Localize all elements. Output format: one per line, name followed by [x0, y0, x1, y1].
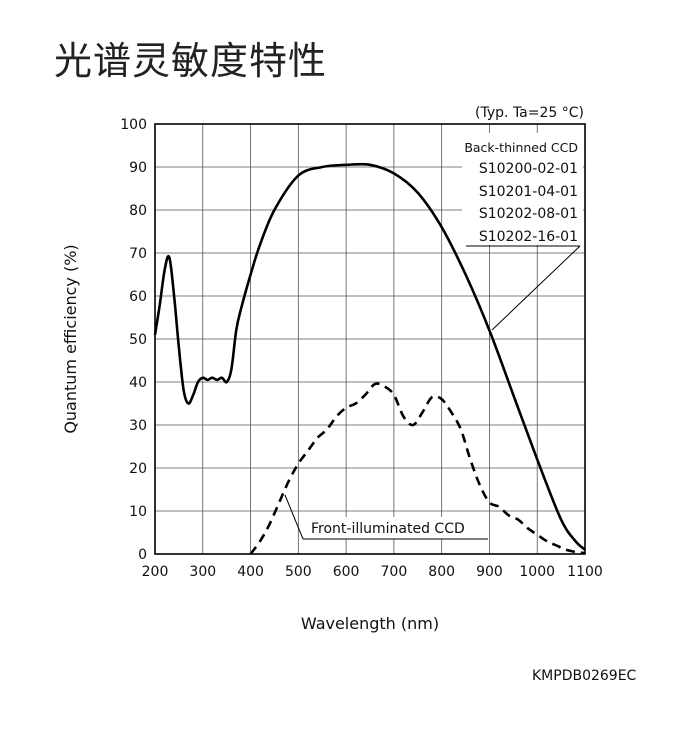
plot-frame — [154, 123, 586, 555]
front-illuminated-label: Front-illuminated CCD — [311, 521, 465, 537]
back-thinned-leader-line — [491, 245, 581, 331]
y-tick-label: 10 — [129, 504, 147, 520]
front-label-group: Front-illuminated CCD — [284, 494, 488, 540]
y-tick-label: 60 — [129, 289, 147, 305]
y-tick-label: 0 — [138, 547, 147, 563]
y-tick-label: 50 — [129, 332, 147, 348]
legend-model: S10202-08-01 — [479, 206, 578, 222]
document-code: KMPDB0269EC — [532, 668, 637, 684]
page-title: 光谱灵敏度特性 — [54, 39, 328, 83]
x-tick-label: 500 — [285, 564, 312, 580]
legend-title: Back-thinned CCD — [464, 140, 578, 155]
y-tick-label: 20 — [129, 461, 147, 477]
front-label-box — [303, 517, 488, 539]
x-tick-label: 400 — [237, 564, 264, 580]
y-tick-label: 30 — [129, 418, 147, 434]
x-axis-label: Wavelength (nm) — [301, 614, 439, 633]
axis-ticks: 200 300 400 500 600 700 800 900 1000 1100 0 10 20 30 4… — [120, 117, 603, 580]
x-tick-label: 1000 — [519, 564, 555, 580]
legend-box — [462, 133, 583, 245]
series-layer — [153, 162, 586, 555]
y-tick-label: 100 — [120, 117, 147, 133]
x-tick-label: 1100 — [567, 564, 603, 580]
back-thinned-ccd-line — [153, 162, 586, 551]
x-tick-label: 600 — [333, 564, 360, 580]
legend-model: S10202-16-01 — [479, 229, 578, 245]
legend-model: S10200-02-01 — [479, 161, 578, 177]
front-illuminated-leader-line — [284, 494, 304, 540]
front-illuminated-ccd-line — [249, 382, 586, 555]
y-tick-label: 40 — [129, 375, 147, 391]
x-tick-label: 800 — [428, 564, 455, 580]
x-tick-label: 700 — [381, 564, 408, 580]
condition-note: (Typ. Ta=25 °C) — [475, 105, 584, 121]
y-tick-label: 90 — [129, 160, 147, 176]
x-tick-label: 200 — [142, 564, 169, 580]
x-tick-label: 300 — [189, 564, 216, 580]
legend: Back-thinned CCD S10200-02-01 S10201-04-… — [462, 133, 583, 331]
legend-model: S10201-04-01 — [479, 184, 578, 200]
y-tick-label: 80 — [129, 203, 147, 219]
y-axis-label: Quantum efficiency (%) — [61, 244, 80, 433]
y-tick-label: 70 — [129, 246, 147, 262]
x-tick-label: 900 — [476, 564, 503, 580]
